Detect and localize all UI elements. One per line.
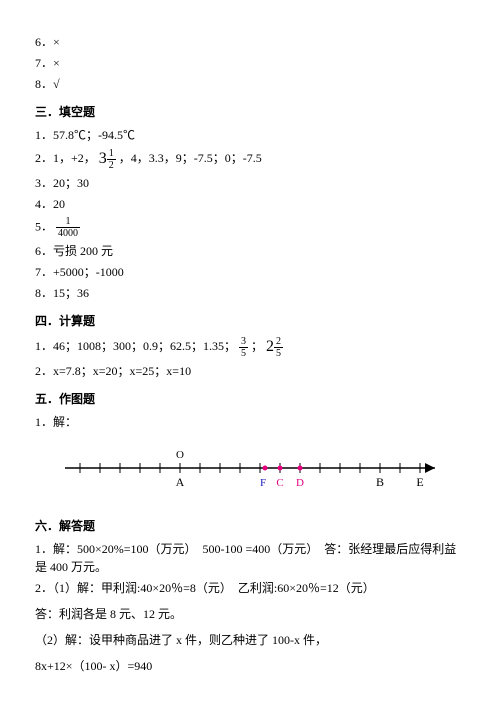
fill-item: 8．15；36 <box>35 284 465 302</box>
answer-item: 答：利润各是 8 元、12 元。 <box>35 605 465 623</box>
section5-title: 五．作图题 <box>35 390 465 407</box>
section4-title: 四．计算题 <box>35 312 465 329</box>
section3-title: 三．填空题 <box>35 103 465 120</box>
numberline-svg: O A B E F C D <box>55 443 455 498</box>
numerator: 1 <box>107 148 116 160</box>
label-a: A <box>176 475 185 489</box>
judgment-block: 6．× 7．× 8．√ <box>35 33 465 93</box>
denominator: 5 <box>239 348 248 359</box>
label-d: D <box>296 477 304 489</box>
label-c: C <box>276 477 283 489</box>
text-fragment: ； <box>251 339 263 353</box>
numberline-figure: O A B E F C D <box>55 443 465 503</box>
calc-item: 2．x=7.8；x=20；x=25；x=10 <box>35 362 465 380</box>
label-e: E <box>416 475 423 489</box>
fraction: 35 <box>239 336 248 359</box>
denominator: 4000 <box>56 228 80 239</box>
point-c-icon <box>278 466 283 471</box>
fill-item: 1．57.8℃；-94.5℃ <box>35 126 465 144</box>
section6-title: 六．解答题 <box>35 517 465 534</box>
label-o: O <box>176 449 184 461</box>
judgment-item: 6．× <box>35 33 465 51</box>
numerator: 3 <box>239 336 248 348</box>
fill-item: 5． 14000 <box>35 216 465 239</box>
mixed-number: 312 <box>99 147 116 171</box>
arrow-head-icon <box>425 463 435 473</box>
answer-item: 8x+12×（100- x）=940 <box>35 657 465 675</box>
fill-item: 2．1，+2， 312 ，4，3.3，9；-7.5；0；-7.5 <box>35 147 465 171</box>
answer-item: 1．解：500×20%=100（万元） 500-100 =400（万元） 答：张… <box>35 540 465 576</box>
point-d-icon <box>298 466 303 471</box>
fill-item: 4．20 <box>35 195 465 213</box>
label-f: F <box>260 477 266 489</box>
fraction: 25 <box>274 336 283 359</box>
point-f-icon <box>263 466 268 471</box>
numerator: 1 <box>56 216 80 228</box>
judgment-item: 7．× <box>35 54 465 72</box>
text-fragment: 2．1，+2， <box>35 151 96 165</box>
fill-item: 7．+5000；-1000 <box>35 263 465 281</box>
draw-item: 1．解： <box>35 413 465 431</box>
answer-item: （2）解：设甲种商品进了 x 件，则乙种进了 100-x 件， <box>35 631 465 649</box>
page: 6．× 7．× 8．√ 三．填空题 1．57.8℃；-94.5℃ 2．1，+2，… <box>0 0 500 675</box>
denominator: 2 <box>107 160 116 171</box>
fraction: 14000 <box>56 216 80 239</box>
calc-item: 1．46；1008；300；0.9；62.5；1.35； 35 ； 225 <box>35 335 465 359</box>
fill-item: 6．亏损 200 元 <box>35 242 465 260</box>
answer-item: 2．（1）解：甲利润:40×20％=8（元） 乙利润:60×20％=12（元） <box>35 579 465 597</box>
numerator: 2 <box>274 336 283 348</box>
denominator: 5 <box>274 348 283 359</box>
whole-part: 2 <box>266 338 274 355</box>
whole-part: 3 <box>99 150 107 167</box>
text-fragment: 5． <box>35 219 53 233</box>
label-b: B <box>376 475 384 489</box>
fill-item: 3．20；30 <box>35 174 465 192</box>
text-fragment: 1．46；1008；300；0.9；62.5；1.35； <box>35 339 236 353</box>
text-fragment: ，4，3.3，9；-7.5；0；-7.5 <box>119 151 262 165</box>
fraction: 12 <box>107 148 116 171</box>
mixed-number: 225 <box>266 335 283 359</box>
judgment-item: 8．√ <box>35 75 465 93</box>
